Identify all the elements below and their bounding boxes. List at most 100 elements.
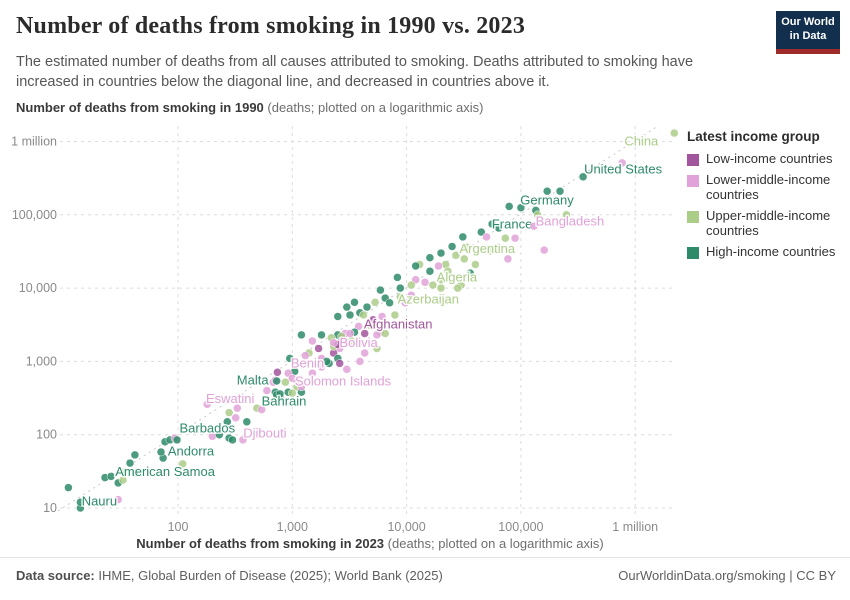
data-point[interactable] (297, 382, 306, 392)
data-point[interactable] (471, 260, 480, 269)
data-point[interactable] (425, 253, 435, 262)
data-point-malta[interactable] (272, 376, 281, 386)
data-point[interactable] (396, 283, 405, 293)
data-point-barbados[interactable] (223, 417, 232, 427)
data-point[interactable] (172, 435, 182, 445)
data-point[interactable] (178, 459, 187, 469)
data-point-afghanistan[interactable] (368, 315, 378, 325)
legend-item-low[interactable]: Low-income countries (687, 151, 845, 167)
data-point[interactable] (436, 283, 446, 293)
data-point[interactable] (400, 298, 410, 308)
data-point[interactable] (562, 210, 571, 220)
data-point-solomon-islands[interactable] (292, 376, 302, 386)
data-point[interactable] (494, 223, 503, 233)
data-point[interactable] (242, 417, 252, 427)
data-point[interactable] (362, 302, 372, 312)
data-point[interactable] (393, 273, 402, 282)
data-point-eswatini[interactable] (202, 400, 212, 409)
data-point[interactable] (281, 377, 290, 387)
data-point[interactable] (516, 203, 526, 212)
data-point[interactable] (539, 245, 549, 255)
data-point-algeria[interactable] (443, 266, 453, 276)
data-point[interactable] (120, 467, 129, 477)
data-point[interactable] (342, 302, 352, 312)
data-point-united-states[interactable] (578, 172, 588, 182)
data-point[interactable] (354, 322, 363, 331)
legend-item-high[interactable]: High-income countries (687, 244, 845, 260)
data-point-germany[interactable] (555, 186, 565, 196)
data-point[interactable] (420, 278, 430, 287)
data-point[interactable] (390, 310, 400, 320)
data-point[interactable] (359, 310, 368, 320)
data-point[interactable] (113, 495, 123, 504)
data-point[interactable] (503, 254, 513, 264)
data-point[interactable] (308, 336, 317, 346)
data-point[interactable] (533, 210, 542, 220)
data-point-bolivia[interactable] (329, 338, 338, 347)
data-point[interactable] (460, 254, 469, 264)
data-point[interactable] (510, 233, 520, 243)
data-point[interactable] (458, 232, 468, 242)
data-point[interactable] (224, 408, 234, 417)
data-point[interactable] (355, 357, 365, 366)
legend-item-lower_middle[interactable]: Lower-middle-income countries (687, 172, 845, 203)
data-point[interactable] (64, 483, 73, 492)
data-point[interactable] (130, 468, 140, 478)
data-point[interactable] (486, 246, 495, 256)
data-point-bangladesh[interactable] (529, 221, 539, 231)
data-point[interactable] (447, 242, 457, 251)
data-point[interactable] (451, 251, 461, 260)
data-point[interactable] (436, 248, 446, 258)
data-point[interactable] (465, 268, 475, 278)
data-point[interactable] (125, 458, 135, 468)
data-point[interactable] (428, 280, 438, 290)
data-point-andorra[interactable] (156, 447, 166, 457)
data-point[interactable] (350, 298, 359, 307)
data-point-bahrain[interactable] (275, 389, 285, 399)
data-point[interactable] (130, 450, 140, 460)
data-point[interactable] (477, 227, 486, 237)
data-point[interactable] (436, 275, 446, 284)
data-point-nauru[interactable] (76, 497, 85, 507)
data-point[interactable] (425, 266, 435, 276)
data-point[interactable] (504, 202, 514, 211)
data-point-argentina[interactable] (463, 243, 472, 252)
data-point[interactable] (345, 310, 355, 320)
data-point[interactable] (228, 435, 237, 445)
data-point[interactable] (372, 344, 382, 353)
data-point-american-samoa[interactable] (106, 472, 116, 481)
data-point[interactable] (434, 261, 443, 271)
data-point-benin[interactable] (317, 362, 326, 372)
data-point[interactable] (285, 354, 295, 363)
data-point[interactable] (342, 365, 352, 374)
data-point[interactable] (372, 330, 382, 340)
data-point[interactable] (342, 338, 352, 347)
data-point[interactable] (482, 232, 491, 242)
data-point[interactable] (377, 312, 387, 321)
data-point[interactable] (542, 186, 552, 196)
data-point[interactable] (385, 298, 394, 308)
data-point[interactable] (501, 233, 510, 243)
data-point[interactable] (411, 261, 420, 271)
data-point[interactable] (337, 332, 346, 341)
data-point[interactable] (617, 158, 627, 168)
data-point-djibouti[interactable] (238, 435, 248, 445)
data-point[interactable] (262, 386, 272, 395)
data-point[interactable] (215, 430, 224, 439)
data-point[interactable] (360, 348, 369, 358)
data-point[interactable] (407, 290, 416, 300)
data-point[interactable] (407, 280, 416, 290)
data-point[interactable] (345, 329, 355, 338)
data-point[interactable] (380, 329, 390, 338)
data-point[interactable] (335, 359, 344, 368)
data-point[interactable] (308, 368, 317, 378)
data-point[interactable] (317, 330, 326, 340)
data-point[interactable] (333, 312, 343, 321)
data-point[interactable] (118, 475, 128, 485)
data-point[interactable] (231, 413, 240, 423)
data-point[interactable] (257, 405, 266, 414)
data-point[interactable] (301, 351, 310, 360)
legend-item-upper_middle[interactable]: Upper-middle-income countries (687, 208, 845, 239)
data-point[interactable] (273, 368, 282, 377)
data-point-azerbaijan[interactable] (396, 292, 405, 302)
